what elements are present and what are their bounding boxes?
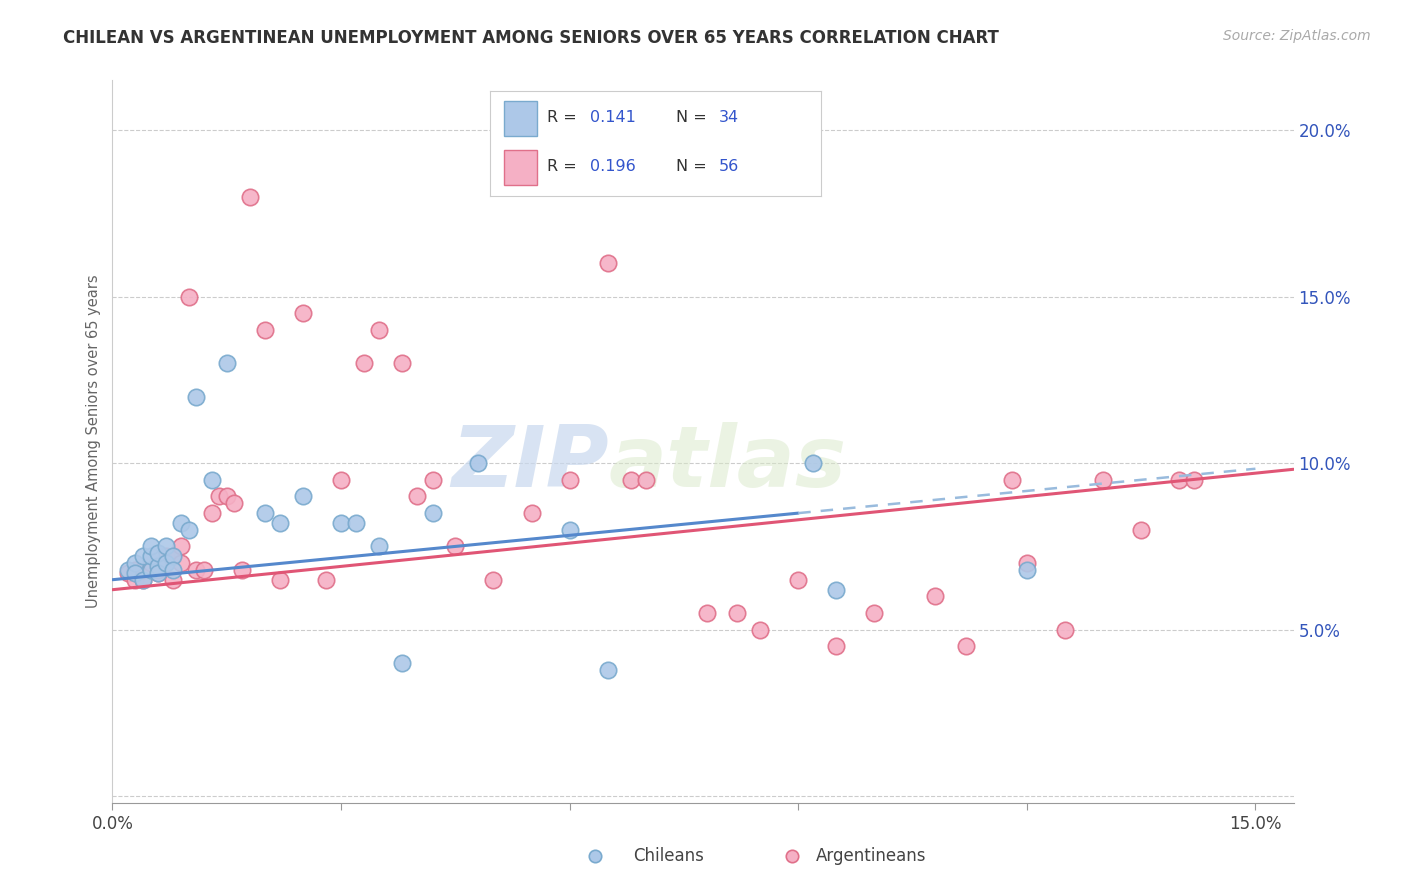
Point <box>291 306 314 320</box>
Point <box>422 506 444 520</box>
Text: CHILEAN VS ARGENTINEAN UNEMPLOYMENT AMONG SENIORS OVER 65 YEARS CORRELATION CHAR: CHILEAN VS ARGENTINEAN UNEMPLOYMENT AMON… <box>63 29 1000 46</box>
Point <box>124 566 146 580</box>
Point <box>162 563 184 577</box>
Point <box>368 323 391 337</box>
Point <box>1053 623 1076 637</box>
Point <box>132 549 155 564</box>
Point <box>148 563 170 577</box>
Text: Argentineans: Argentineans <box>815 847 927 865</box>
Point <box>725 606 748 620</box>
Point <box>1015 563 1038 577</box>
Point <box>391 656 413 670</box>
Point <box>1000 473 1022 487</box>
Point <box>155 540 177 554</box>
Text: ZIP: ZIP <box>451 422 609 505</box>
Point <box>231 563 253 577</box>
Point <box>596 663 619 677</box>
Point <box>162 549 184 564</box>
Point <box>155 556 177 570</box>
Point <box>863 606 886 620</box>
Point <box>696 606 718 620</box>
Point <box>117 563 139 577</box>
Point <box>558 473 581 487</box>
Point <box>139 556 162 570</box>
Y-axis label: Unemployment Among Seniors over 65 years: Unemployment Among Seniors over 65 years <box>86 275 101 608</box>
Point <box>139 563 162 577</box>
Point <box>177 290 200 304</box>
Point <box>200 473 222 487</box>
Point <box>208 490 231 504</box>
Point <box>825 640 848 654</box>
Point <box>315 573 337 587</box>
Point <box>620 473 643 487</box>
Point <box>291 490 314 504</box>
Point <box>330 473 353 487</box>
Point <box>132 573 155 587</box>
Point <box>148 566 170 580</box>
Point <box>170 516 193 530</box>
Point <box>467 456 489 470</box>
Point <box>406 490 429 504</box>
Point <box>780 849 803 863</box>
Point <box>422 473 444 487</box>
Point <box>596 256 619 270</box>
Point <box>124 573 146 587</box>
Text: Source: ZipAtlas.com: Source: ZipAtlas.com <box>1223 29 1371 43</box>
Point <box>749 623 772 637</box>
Point <box>186 563 208 577</box>
Point <box>558 523 581 537</box>
Point <box>444 540 467 554</box>
Point <box>1168 473 1191 487</box>
Point <box>132 573 155 587</box>
Point <box>139 540 162 554</box>
Point <box>193 563 215 577</box>
Point <box>155 549 177 564</box>
Point <box>1092 473 1115 487</box>
Point <box>1130 523 1153 537</box>
Point <box>253 506 276 520</box>
Point <box>170 556 193 570</box>
Point <box>1184 473 1206 487</box>
Point <box>482 573 505 587</box>
Point <box>162 573 184 587</box>
Point <box>353 356 375 370</box>
Point <box>162 549 184 564</box>
Text: Chileans: Chileans <box>633 847 703 865</box>
Point <box>330 516 353 530</box>
Point <box>117 566 139 580</box>
Text: atlas: atlas <box>609 422 846 505</box>
Point <box>224 496 246 510</box>
Point <box>148 566 170 580</box>
Point <box>924 590 946 604</box>
Point <box>253 323 276 337</box>
Point <box>155 556 177 570</box>
Point <box>391 356 413 370</box>
Point <box>139 563 162 577</box>
Point <box>186 390 208 404</box>
Point <box>269 573 291 587</box>
Point <box>132 563 155 577</box>
Point <box>139 549 162 564</box>
Point <box>583 849 606 863</box>
Point <box>634 473 657 487</box>
Point <box>239 190 262 204</box>
Point <box>955 640 977 654</box>
Point <box>787 573 810 587</box>
Point <box>215 490 238 504</box>
Point <box>148 559 170 574</box>
Point <box>170 540 193 554</box>
Point <box>177 523 200 537</box>
Point <box>825 582 848 597</box>
Point <box>148 546 170 560</box>
Point <box>124 556 146 570</box>
Point <box>215 356 238 370</box>
Point <box>269 516 291 530</box>
Point <box>124 563 146 577</box>
Point <box>520 506 543 520</box>
Point <box>803 456 825 470</box>
Point <box>200 506 222 520</box>
Point <box>368 540 391 554</box>
Point <box>1015 556 1038 570</box>
Point <box>344 516 367 530</box>
